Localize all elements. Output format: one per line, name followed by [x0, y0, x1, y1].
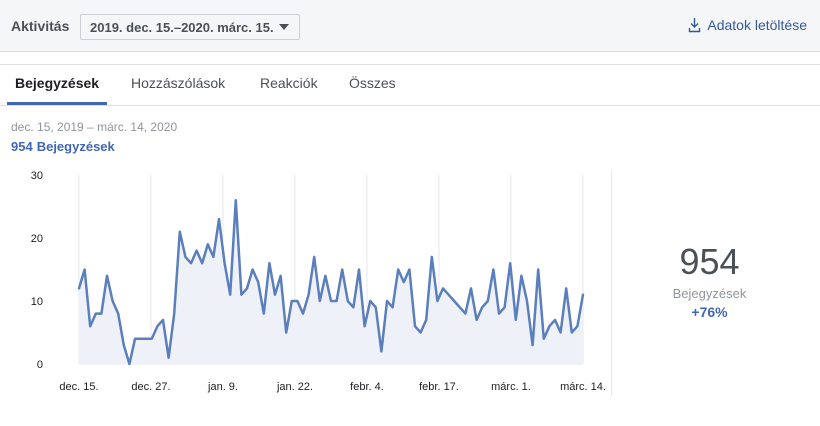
section-title: Aktivitás	[11, 18, 70, 34]
tab-bar: Bejegyzések Hozzászólások Reakciók Össze…	[0, 65, 820, 106]
tab-reactions[interactable]: Reakciók	[260, 75, 318, 91]
posts-line-chart: 0 10 20 30 dec. 15. dec. 27. jan. 9. jan. 22. fe…	[31, 170, 606, 393]
y-tick-label: 20	[31, 233, 43, 245]
chart-divider	[611, 170, 612, 396]
x-tick-label: márc. 14.	[560, 381, 606, 393]
summary-change: +76%	[691, 304, 728, 320]
total-posts-value: 954	[11, 139, 33, 154]
total-posts-caption: 954 Bejegyzések	[11, 139, 115, 154]
tab-all[interactable]: Összes	[349, 75, 396, 91]
x-tick-label: febr. 17.	[419, 381, 459, 393]
x-tick-label: febr. 4.	[350, 381, 384, 393]
x-tick-label: márc. 1.	[491, 381, 531, 393]
download-label: Adatok letöltése	[707, 17, 807, 33]
summary-value: 954	[679, 241, 740, 282]
date-range-caption: dec. 15, 2019 – márc. 14, 2020	[11, 120, 178, 134]
series-line	[77, 198, 585, 366]
download-data-link[interactable]: Adatok letöltése	[688, 17, 807, 33]
caret-down-icon	[279, 24, 289, 30]
download-icon	[689, 18, 701, 33]
active-tab-indicator	[7, 102, 107, 105]
total-posts-label: Bejegyzések	[36, 139, 115, 154]
y-tick-label: 10	[31, 296, 43, 308]
tab-posts[interactable]: Bejegyzések	[15, 75, 100, 91]
x-tick-label: dec. 27.	[131, 381, 170, 393]
date-range-dropdown[interactable]: 2019. dec. 15.–2020. márc. 15.	[80, 14, 300, 40]
summary-label: Bejegyzések	[672, 286, 747, 301]
tab-comments[interactable]: Hozzászólások	[131, 75, 226, 91]
series-area	[79, 200, 583, 364]
x-tick-label: dec. 15.	[59, 381, 98, 393]
date-range-label: 2019. dec. 15.–2020. márc. 15.	[90, 20, 274, 35]
y-tick-label: 30	[31, 170, 43, 182]
x-tick-label: jan. 9.	[207, 381, 238, 393]
x-tick-label: jan. 22.	[276, 381, 313, 393]
y-tick-label: 0	[37, 359, 43, 371]
activity-card: Bejegyzések Hozzászólások Reakciók Össze…	[0, 64, 820, 426]
activity-header: Aktivitás 2019. dec. 15.–2020. márc. 15.…	[0, 0, 820, 52]
